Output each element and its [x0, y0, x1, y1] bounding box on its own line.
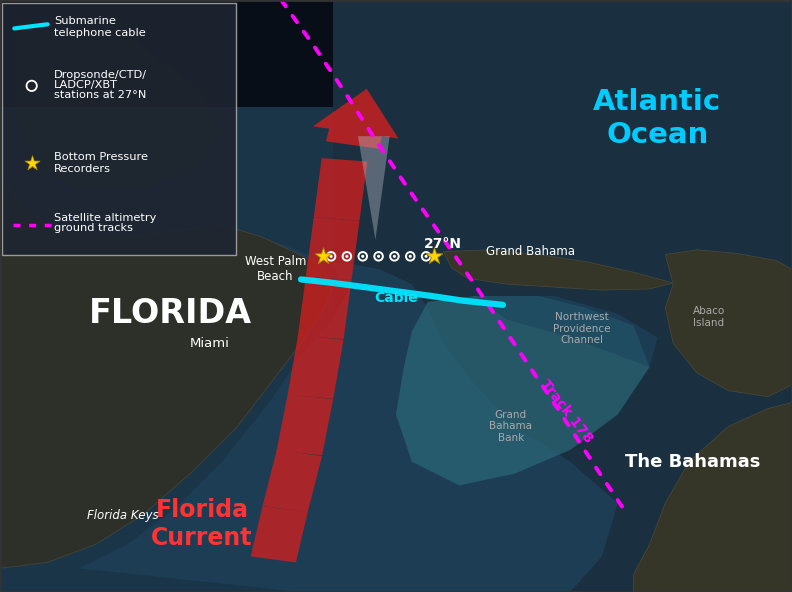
Text: Northwest
Providence
Channel: Northwest Providence Channel	[554, 312, 611, 345]
FancyArrow shape	[250, 506, 308, 562]
FancyArrow shape	[276, 394, 333, 455]
FancyArrow shape	[287, 335, 344, 399]
Polygon shape	[475, 296, 657, 367]
Point	[388, 252, 401, 261]
Text: Grand
Bahama
Bank: Grand Bahama Bank	[489, 410, 532, 443]
Polygon shape	[444, 250, 673, 290]
Text: The Bahamas: The Bahamas	[626, 453, 760, 471]
Point	[404, 252, 417, 261]
Polygon shape	[358, 136, 390, 240]
Polygon shape	[665, 250, 792, 397]
Polygon shape	[634, 403, 792, 592]
Text: Satellite altimetry: Satellite altimetry	[54, 213, 156, 223]
Point	[356, 252, 369, 261]
Text: Bottom Pressure: Bottom Pressure	[54, 152, 148, 162]
Text: 27°N: 27°N	[424, 237, 462, 252]
FancyArrow shape	[313, 89, 398, 149]
Text: Florida Keys: Florida Keys	[87, 509, 158, 522]
Text: FLORIDA: FLORIDA	[89, 297, 252, 330]
Polygon shape	[396, 296, 649, 485]
Text: Florida
Current: Florida Current	[151, 498, 253, 550]
Point	[325, 252, 337, 261]
Point	[341, 252, 353, 261]
FancyArrow shape	[314, 158, 367, 221]
Point	[372, 252, 385, 261]
Point	[428, 252, 440, 261]
FancyBboxPatch shape	[2, 3, 236, 255]
Text: Miami: Miami	[190, 337, 230, 350]
Polygon shape	[79, 237, 618, 592]
Text: telephone cable: telephone cable	[54, 28, 146, 38]
Point	[25, 158, 38, 168]
Text: Submarine: Submarine	[54, 16, 116, 25]
Text: Grand Bahama: Grand Bahama	[486, 245, 575, 258]
Text: West Palm
Beach: West Palm Beach	[245, 255, 307, 284]
Bar	[0, 0, 792, 107]
Text: Abaco
Island: Abaco Island	[693, 306, 725, 327]
Text: Atlantic
Ocean: Atlantic Ocean	[593, 88, 722, 149]
Text: LADCP/XBT: LADCP/XBT	[54, 80, 118, 89]
Point	[420, 252, 432, 261]
Point	[388, 252, 401, 261]
Polygon shape	[0, 0, 333, 568]
Point	[341, 252, 353, 261]
Point	[420, 252, 432, 261]
Text: Dropsonde/CTD/: Dropsonde/CTD/	[54, 70, 147, 80]
FancyArrow shape	[306, 217, 360, 280]
Point	[317, 252, 329, 261]
Point	[372, 252, 385, 261]
Polygon shape	[16, 30, 222, 189]
Polygon shape	[333, 0, 792, 592]
FancyArrow shape	[263, 450, 322, 512]
Text: ground tracks: ground tracks	[54, 223, 133, 233]
Text: Recorders: Recorders	[54, 164, 111, 173]
Text: Cable: Cable	[374, 291, 418, 305]
Bar	[0, 107, 792, 592]
Text: Track 178: Track 178	[538, 377, 595, 446]
Point	[404, 252, 417, 261]
Point	[356, 252, 369, 261]
FancyArrow shape	[298, 276, 352, 339]
Point	[325, 252, 337, 261]
Point	[25, 81, 38, 91]
Text: stations at 27°N: stations at 27°N	[54, 90, 147, 99]
